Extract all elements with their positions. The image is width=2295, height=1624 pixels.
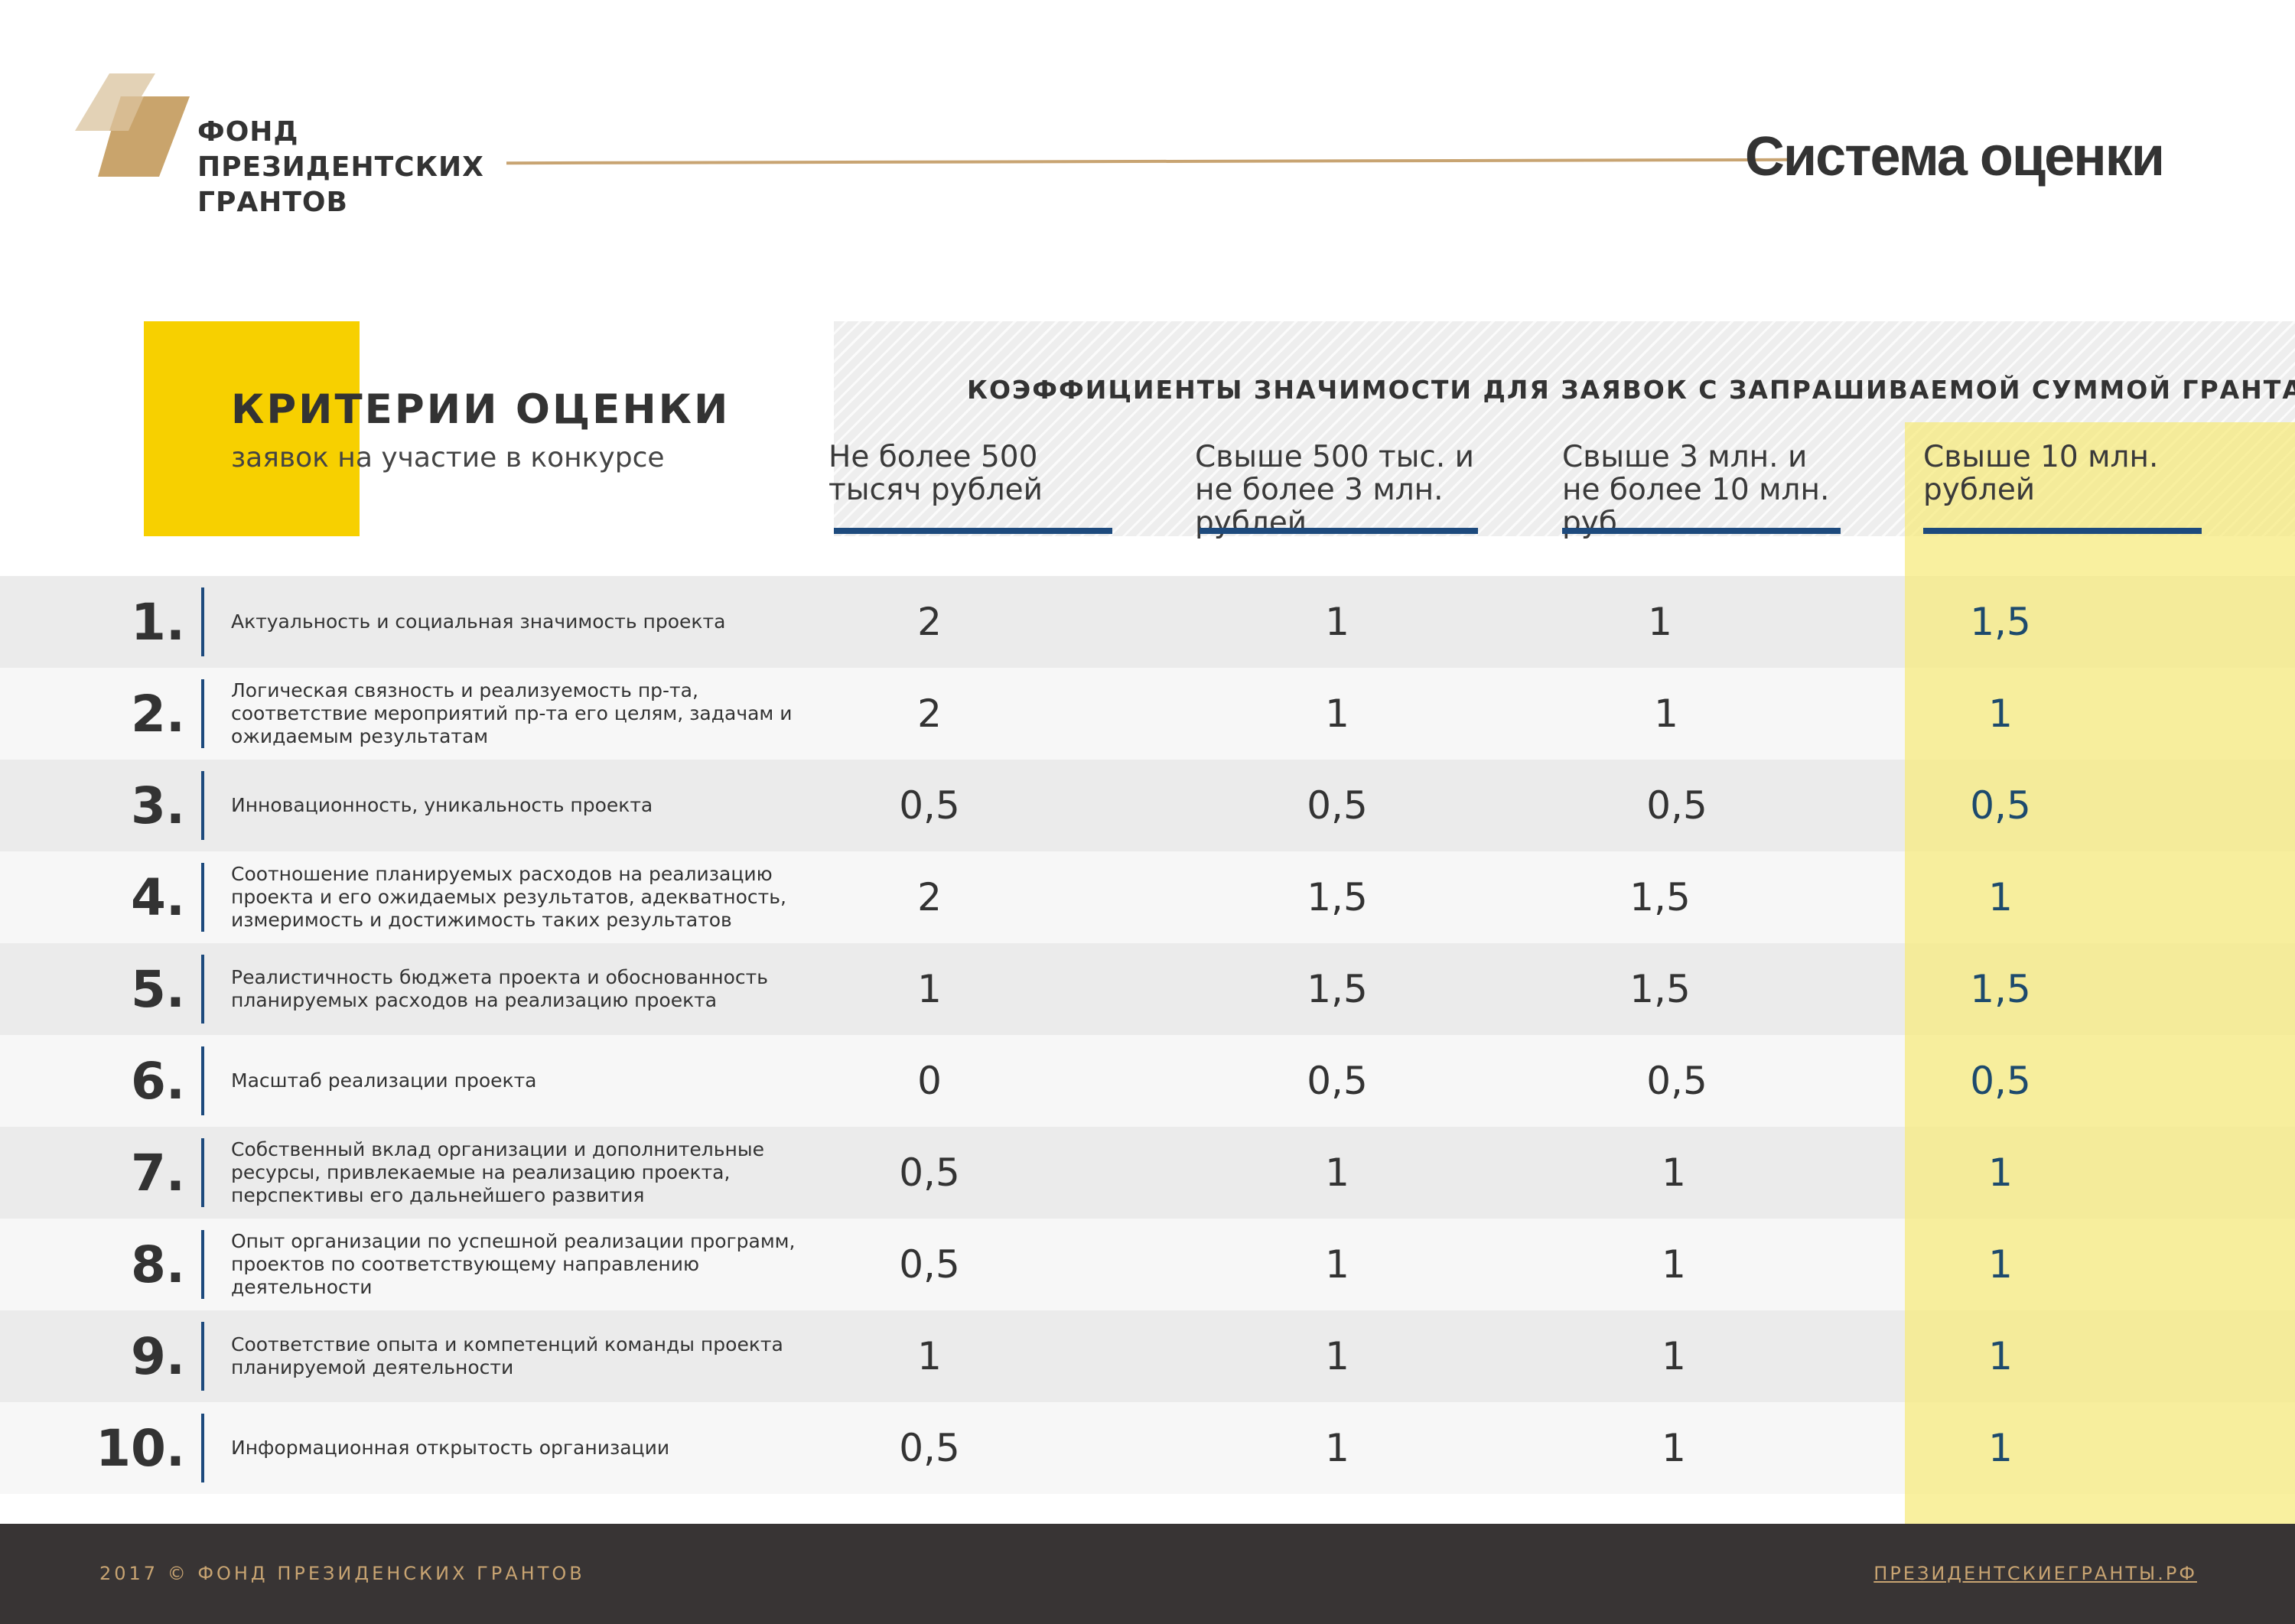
row-number: 10. [96,1419,185,1478]
row-separator [201,955,204,1024]
coefficient-value: 0,5 [1646,1059,1707,1103]
row-separator [201,1414,204,1482]
row-number: 2. [131,685,185,744]
footer-link[interactable]: ПРЕЗИДЕНТСКИЕГРАНТЫ.РФ [1873,1563,2197,1584]
table-row: 10. Информационная открытость организации… [0,1402,2295,1494]
coefficient-value-highlighted: 1 [1988,692,2013,736]
logo-line-3: ГРАНТОВ [197,187,348,218]
criterion-text: Реалистичность бюджета проекта и обоснов… [231,966,768,1011]
coefficient-value-highlighted: 0,5 [1970,1059,2031,1103]
criterion-text: Соотношение планируемых расходов на реал… [231,863,786,931]
row-number: 6. [131,1052,185,1111]
column-underline-4 [1923,528,2202,534]
coefficients-title: КОЭФФИЦИЕНТЫ ЗНАЧИМОСТИ ДЛЯ ЗАЯВОК С ЗАП… [967,375,2295,405]
criterion-text: Собственный вклад организации и дополнит… [231,1138,764,1206]
coefficient-value-highlighted: 1 [1988,875,2013,919]
coefficient-value-highlighted: 1,5 [1970,967,2031,1011]
coefficient-value: 1,5 [1307,967,1368,1011]
column-header-2: Свыше 500 тыс. и не более 3 млн. рублей [1195,440,1475,540]
coefficient-value: 1 [1325,1426,1349,1470]
coefficient-value-highlighted: 1 [1988,1334,2013,1378]
logo-icon [75,73,190,177]
row-separator [201,1322,204,1391]
row-number: 3. [131,776,185,835]
logo-line-2: ПРЕЗИДЕНТСКИХ [197,151,484,183]
coefficient-value-highlighted: 1,5 [1970,600,2031,644]
coefficient-value: 2 [917,692,942,736]
header-divider [506,158,1791,165]
coefficient-value-highlighted: 1 [1988,1242,2013,1287]
logo-line-1: ФОНД [197,116,299,148]
row-number: 9. [131,1327,185,1386]
criterion-text: Информационная открытость организации [231,1437,670,1459]
criteria-subtitle: заявок на участие в конкурсе [231,442,665,474]
coefficient-value: 0,5 [899,783,960,828]
coefficient-value-highlighted: 1 [1988,1426,2013,1470]
footer-copyright: 2017 © ФОНД ПРЕЗИДЕНСКИХ ГРАНТОВ [99,1563,585,1584]
coefficient-value: 1 [1325,600,1349,644]
highlighted-column [1905,422,2295,1524]
column-underline-3 [1562,528,1841,534]
row-number: 4. [131,868,185,927]
row-separator [201,771,204,840]
coefficient-value: 1 [1325,1242,1349,1287]
row-separator [201,1230,204,1299]
coefficient-value: 1 [1662,1334,1686,1378]
coefficient-value-highlighted: 1 [1988,1150,2013,1195]
criterion-text: Логическая связность и реализуемость пр-… [231,679,793,747]
coefficient-value: 0,5 [1307,783,1368,828]
row-separator [201,587,204,656]
coefficient-value: 1 [917,967,942,1011]
criterion-text: Масштаб реализации проекта [231,1069,537,1092]
criteria-title: КРИТЕРИИ ОЦЕНКИ [231,386,731,433]
coefficient-value: 2 [917,600,942,644]
coefficient-value: 1 [1648,600,1672,644]
page-title: Система оценки [1744,126,2165,187]
coefficient-value: 1 [917,1334,942,1378]
logo-text: ФОНД ПРЕЗИДЕНТСКИХ ГРАНТОВ [197,115,484,220]
footer: 2017 © ФОНД ПРЕЗИДЕНСКИХ ГРАНТОВ ПРЕЗИДЕ… [0,1524,2295,1624]
coefficient-value: 1 [1325,1150,1349,1195]
coefficient-value: 0 [917,1059,942,1103]
coefficient-value-highlighted: 0,5 [1970,783,2031,828]
coefficient-value: 1,5 [1307,875,1368,919]
coefficient-value: 1 [1325,1334,1349,1378]
row-number: 7. [131,1144,185,1203]
coefficient-value: 2 [917,875,942,919]
yellow-accent-block [144,321,360,536]
coefficient-value: 0,5 [899,1150,960,1195]
coefficient-value: 0,5 [1307,1059,1368,1103]
row-number: 5. [131,960,185,1019]
criterion-text: Инновационность, уникальность проекта [231,794,653,816]
row-separator [201,1138,204,1207]
coefficient-value: 0,5 [899,1242,960,1287]
coefficient-value: 1 [1662,1150,1686,1195]
criterion-text: Актуальность и социальная значимость про… [231,610,726,633]
coefficient-value: 1 [1325,692,1349,736]
coefficient-value: 1 [1662,1242,1686,1287]
column-header-4: Свыше 10 млн. рублей [1923,440,2159,507]
column-underline-1 [834,528,1112,534]
coefficient-value: 1,5 [1629,967,1691,1011]
column-header-3: Свыше 3 млн. и не более 10 млн. руб. [1562,440,1830,540]
row-separator [201,679,204,748]
row-number: 8. [131,1235,185,1294]
row-separator [201,1046,204,1115]
coefficient-value: 0,5 [899,1426,960,1470]
coefficient-value: 1 [1654,692,1678,736]
coefficient-value: 1,5 [1629,875,1691,919]
criterion-text: Соответствие опыта и компетенций команды… [231,1333,783,1378]
coefficient-value: 1 [1662,1426,1686,1470]
column-header-1: Не более 500 тысяч рублей [828,440,1043,507]
row-number: 1. [131,593,185,652]
criterion-text: Опыт организации по успешной реализации … [231,1230,796,1298]
row-separator [201,863,204,932]
coefficient-value: 0,5 [1646,783,1707,828]
column-underline-2 [1200,528,1478,534]
